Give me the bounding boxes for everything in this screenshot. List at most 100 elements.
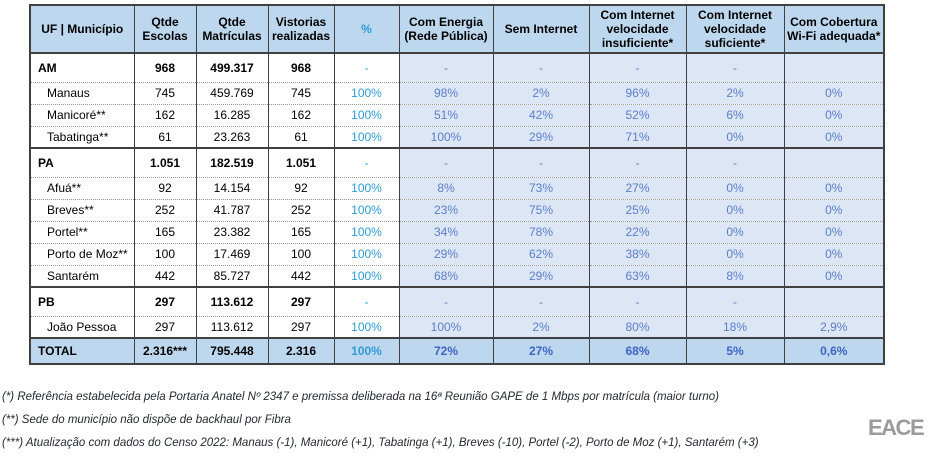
cell-qtde-escolas: 297 — [133, 286, 196, 317]
row-label: Manaus — [29, 81, 134, 105]
cell-com-energia-rede-p-blica: - — [398, 286, 493, 317]
footnote-1: (*) Referência estabelecida pela Portari… — [2, 391, 719, 403]
row-label: Manicoré** — [29, 103, 134, 127]
cell-com-internet-velocidade-suficiente: 0% — [685, 176, 784, 200]
column-header-4: Vistorias realizadas — [267, 5, 334, 55]
cell-com-energia-rede-p-blica: 34% — [398, 220, 493, 244]
cell-qtde-matr-culas: 16.285 — [195, 103, 268, 127]
row-label: AM — [29, 52, 134, 83]
cell-sem-internet: 78% — [492, 220, 589, 244]
cell-vistorias-realizadas: 100 — [267, 242, 334, 266]
cell-com-energia-rede-p-blica: 68% — [398, 264, 493, 288]
cell-com-internet-velocidade-suficiente: 6% — [685, 103, 784, 127]
cell-sem-internet: 29% — [492, 125, 589, 149]
cell-com-energia-rede-p-blica: - — [398, 52, 493, 83]
cell-sem-internet: - — [492, 52, 589, 83]
column-header-1: UF | Município — [29, 5, 134, 55]
row-label: João Pessoa — [29, 315, 134, 339]
municipality-row-tabatinga: Tabatinga** 61 23.263 61 100% 100% 29% 71% 0% 0% — [29, 125, 884, 149]
cell-sem-internet: - — [492, 286, 589, 317]
municipality-row-santar-m: Santarém 442 85.727 442 100% 68% 29% 63% 8% 0% — [29, 264, 884, 288]
municipality-row-manaus: Manaus 745 459.769 745 100% 98% 2% 96% 2% 0% — [29, 81, 884, 105]
cell-com-internet-velocidade-suficiente: 0% — [685, 242, 784, 266]
cell-qtde-escolas: 745 — [133, 81, 196, 105]
cell-: - — [333, 286, 399, 317]
cell-com-energia-rede-p-blica: - — [398, 147, 493, 178]
cell-vistorias-realizadas: 297 — [267, 286, 334, 317]
cell-com-energia-rede-p-blica: 8% — [398, 176, 493, 200]
cell-sem-internet: 2% — [492, 315, 589, 339]
schools-connectivity-table: UF | Município Qtde Escolas Qtde Matrícula… — [29, 4, 885, 366]
column-header-9: Com Internet velocidade suficiente* — [685, 5, 784, 55]
state-row-am: AM 968 499.317 968- - - - - — [29, 52, 884, 83]
cell-qtde-escolas: 61 — [133, 125, 196, 149]
cell-sem-internet: 27% — [492, 337, 589, 365]
cell-com-energia-rede-p-blica: 72% — [398, 337, 493, 365]
cell-com-internet-velocidade-suficiente: 0% — [685, 220, 784, 244]
cell-com-cobertura-wi-fi-adequada: 0% — [783, 81, 884, 105]
column-header-3: Qtde Matrículas — [195, 5, 268, 55]
cell-com-cobertura-wi-fi-adequada: 0% — [783, 125, 884, 149]
cell-qtde-matr-culas: 41.787 — [195, 198, 268, 222]
cell-qtde-escolas: 100 — [133, 242, 196, 266]
cell-sem-internet: 75% — [492, 198, 589, 222]
column-header-2: Qtde Escolas — [133, 5, 196, 55]
cell-vistorias-realizadas: 745 — [267, 81, 334, 105]
cell-sem-internet: 73% — [492, 176, 589, 200]
cell-vistorias-realizadas: 61 — [267, 125, 334, 149]
cell-: - — [333, 147, 399, 178]
cell-com-internet-velocidade-insuficiente: 25% — [588, 198, 686, 222]
state-row-pa: PA 1.051 182.519 1.051- - - - - — [29, 147, 884, 178]
cell-com-internet-velocidade-insuficiente: 71% — [588, 125, 686, 149]
cell-sem-internet: 2% — [492, 81, 589, 105]
cell-qtde-escolas: 92 — [133, 176, 196, 200]
cell-qtde-matr-culas: 499.317 — [195, 52, 268, 83]
municipality-row-portel: Portel** 165 23.382 165 100% 34% 78% 22% 0% 0% — [29, 220, 884, 244]
total-row: TOTAL 2.316*** 795.448 2.316 100% 72% 27% 68% 5%… — [29, 337, 884, 365]
cell-com-cobertura-wi-fi-adequada — [783, 147, 884, 178]
cell-qtde-escolas: 252 — [133, 198, 196, 222]
cell-com-energia-rede-p-blica: 51% — [398, 103, 493, 127]
cell-vistorias-realizadas: 442 — [267, 264, 334, 288]
column-header-6: Com Energia (Rede Pública) — [398, 5, 493, 55]
cell-: 100% — [333, 125, 399, 149]
cell-com-cobertura-wi-fi-adequada: 0% — [783, 176, 884, 200]
cell-qtde-matr-culas: 85.727 — [195, 264, 268, 288]
cell-: 100% — [333, 242, 399, 266]
cell-: - — [333, 52, 399, 83]
cell-: 100% — [333, 337, 399, 365]
cell-sem-internet: 62% — [492, 242, 589, 266]
cell-com-internet-velocidade-suficiente: 0% — [685, 198, 784, 222]
row-label: Breves** — [29, 198, 134, 222]
cell-com-cobertura-wi-fi-adequada: 0% — [783, 264, 884, 288]
row-label: Santarém — [29, 264, 134, 288]
cell-com-internet-velocidade-insuficiente: 68% — [588, 337, 686, 365]
cell-vistorias-realizadas: 968 — [267, 52, 334, 83]
state-row-pb: PB 297 113.612 297- - - - - — [29, 286, 884, 317]
cell-vistorias-realizadas: 92 — [267, 176, 334, 200]
cell-com-internet-velocidade-suficiente: 5% — [685, 337, 784, 365]
cell-sem-internet: 42% — [492, 103, 589, 127]
cell-: 100% — [333, 315, 399, 339]
cell-com-internet-velocidade-insuficiente: 96% — [588, 81, 686, 105]
header-row: UF | Município Qtde Escolas Qtde Matrícula… — [29, 5, 884, 55]
row-label: Porto de Moz** — [29, 242, 134, 266]
cell-com-cobertura-wi-fi-adequada: 0% — [783, 242, 884, 266]
column-header-7: Sem Internet — [492, 5, 589, 55]
cell-vistorias-realizadas: 2.316 — [267, 337, 334, 365]
cell-vistorias-realizadas: 165 — [267, 220, 334, 244]
cell-: 100% — [333, 81, 399, 105]
cell-vistorias-realizadas: 297 — [267, 315, 334, 339]
cell-com-cobertura-wi-fi-adequada — [783, 286, 884, 317]
cell-qtde-matr-culas: 17.469 — [195, 242, 268, 266]
cell-com-cobertura-wi-fi-adequada: 0% — [783, 103, 884, 127]
cell-com-internet-velocidade-insuficiente: - — [588, 52, 686, 83]
cell-com-energia-rede-p-blica: 98% — [398, 81, 493, 105]
cell-qtde-escolas: 162 — [133, 103, 196, 127]
row-label: TOTAL — [29, 337, 134, 365]
cell-qtde-escolas: 165 — [133, 220, 196, 244]
cell-qtde-matr-culas: 113.612 — [195, 315, 268, 339]
cell-: 100% — [333, 264, 399, 288]
row-label: Portel** — [29, 220, 134, 244]
cell-com-internet-velocidade-suficiente: - — [685, 286, 784, 317]
